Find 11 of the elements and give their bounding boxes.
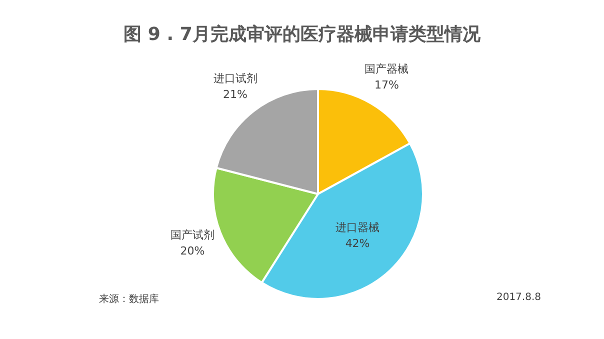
source-note: 来源：数据库	[99, 292, 159, 306]
text: 2017.8.8	[496, 292, 541, 303]
data-label: 21%	[223, 88, 248, 102]
data-label: 17%	[374, 78, 399, 92]
data-label: 20%	[180, 244, 205, 258]
data-label: 42%	[345, 236, 370, 250]
slice-label: 进口器械	[336, 220, 380, 234]
chart-title: 图 9 . 7月完成审评的医疗器械申请类型情况	[122, 23, 482, 46]
slice-label: 进口试剂	[213, 72, 258, 86]
slice-label: 国产器械	[364, 62, 409, 76]
slice-label: 国产试剂	[170, 228, 214, 242]
